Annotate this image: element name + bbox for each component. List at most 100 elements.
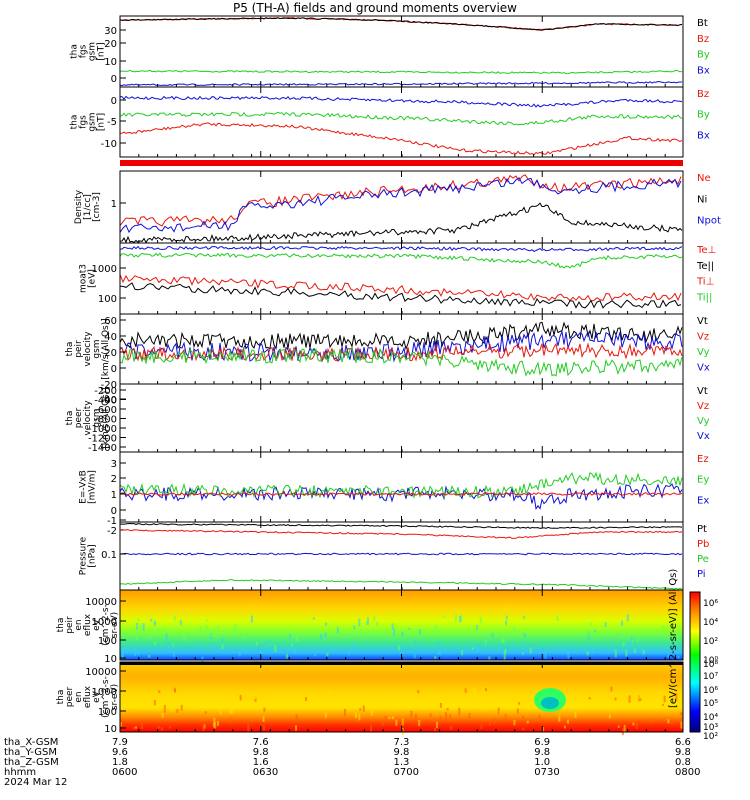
spectrogram-texture: [153, 640, 156, 646]
footer-value: 0730: [534, 767, 560, 778]
series-line-efield-2: [119, 492, 683, 496]
spectrogram-texture: [132, 727, 135, 730]
series-line-density-0: [119, 174, 682, 227]
spectrogram-texture: [220, 697, 223, 705]
footer-value: 6.6: [675, 737, 691, 748]
spectrogram-texture: [370, 710, 373, 716]
colorbar: [689, 591, 701, 733]
footer-row-name: tha_Z-GSM: [4, 757, 59, 768]
spectrogram-texture: [344, 708, 346, 716]
spectrogram-texture: [638, 694, 641, 700]
legend-entry: Bz: [697, 34, 709, 45]
footer-row-name: hhmm: [4, 767, 37, 778]
spectrogram-texture: [503, 652, 506, 660]
spectrogram-texture: [295, 714, 298, 721]
spectrogram-texture: [667, 719, 670, 724]
spectrogram-texture: [242, 633, 245, 639]
spectrogram-texture: [370, 724, 373, 733]
spectrogram-texture: [479, 617, 482, 624]
spectrogram-texture: [529, 647, 532, 654]
spectrogram-texture: [204, 711, 207, 714]
footer-value: 0800: [675, 767, 701, 778]
spectrogram-texture: [136, 632, 139, 640]
y-axis-label: [nT]: [97, 113, 107, 131]
spectrogram-texture: [378, 700, 381, 708]
colorbar-label: [eV/(cm^2-s-sr-eV)] (All Qs): [668, 568, 679, 708]
spectrogram-texture: [135, 726, 137, 729]
y-tick-label: -1000: [88, 424, 117, 435]
spectrogram-texture: [121, 654, 124, 659]
spectrogram-texture: [574, 711, 577, 718]
legend-entry: Bt: [697, 18, 708, 29]
y-axis-label: eV: [92, 618, 102, 631]
panel-peir_vel: 60 40 20 0 -20 -40 tha peir velocity gsm [km/s(All…: [65, 313, 710, 406]
spectrogram-texture: [192, 696, 195, 704]
spectrogram-texture: [440, 632, 443, 636]
spectrogram-texture: [212, 723, 215, 728]
spectrogram-texture: [347, 651, 350, 656]
spectrogram-texture: [206, 619, 209, 622]
spectrogram-texture: [176, 709, 179, 713]
spectrogram-texture: [635, 723, 638, 729]
y-tick-label: -1200: [88, 434, 117, 445]
spectrogram-texture: [383, 632, 386, 639]
spectrogram-texture: [639, 698, 642, 702]
spectrogram-texture: [180, 704, 183, 711]
spectrogram-texture: [251, 702, 254, 706]
spectrogram-texture: [336, 627, 339, 634]
spectrogram-texture: [480, 724, 483, 729]
spectrogram-texture: [353, 625, 356, 630]
y-tick-label: -5: [107, 117, 117, 128]
spectrogram-texture: [359, 629, 362, 636]
spectrogram-texture: [481, 705, 484, 711]
spectrogram-texture: [502, 637, 505, 643]
legend-entry: Bz: [697, 89, 709, 100]
spectrogram-texture: [538, 714, 541, 719]
spectrogram-texture: [497, 707, 500, 714]
colorbar-tick-label: 10⁶: [703, 599, 718, 609]
spectrogram-texture: [253, 694, 256, 699]
footer-value: 0700: [393, 767, 419, 778]
footer-value: 9.8: [534, 747, 551, 758]
spectrogram-texture: [675, 693, 678, 702]
spectrogram-texture: [680, 721, 683, 729]
y-tick-label: 0: [111, 506, 117, 517]
y-tick-label: 20: [104, 348, 117, 359]
spectrogram-texture: [165, 633, 168, 640]
y-axis-label: [1/cc]: [83, 194, 93, 220]
spectrogram-texture: [511, 643, 514, 649]
spectrogram-texture: [354, 712, 357, 719]
spectrogram-texture: [523, 633, 526, 638]
legend-entry: Bx: [697, 65, 710, 76]
spectrogram-texture: [501, 639, 504, 643]
y-tick-label: 60: [104, 316, 117, 327]
spectrogram-texture: [522, 641, 525, 645]
spectrogram-texture: [651, 719, 654, 724]
spectrogram-texture: [417, 690, 420, 694]
spectrogram-texture: [325, 622, 328, 626]
spectrogram-texture: [395, 719, 398, 726]
spectrogram-texture: [262, 716, 265, 722]
y-tick-label: -600: [94, 405, 117, 416]
panel-frame: [119, 313, 684, 385]
spectrogram-texture: [437, 647, 440, 655]
y-tick-label: 1000: [92, 264, 117, 275]
spectrogram-texture: [439, 650, 442, 655]
y-axis-label: [cm-3]: [92, 192, 102, 222]
spectrogram-texture: [434, 625, 437, 630]
spectrogram-texture: [614, 697, 617, 701]
y-axis-label: eflux: [83, 613, 93, 636]
spectrogram-texture: [202, 725, 205, 732]
spectrogram-texture: [627, 641, 630, 649]
legend-entry: Vx: [697, 431, 710, 442]
colorbar-tick-label: 10⁰: [703, 656, 718, 666]
spectrogram-texture: [221, 644, 224, 650]
spectrogram-texture: [436, 721, 438, 729]
spectrogram-texture: [429, 713, 432, 718]
legend-entry: By: [697, 50, 710, 61]
spectrogram-texture: [365, 621, 368, 626]
y-tick-label: 10000: [85, 597, 117, 608]
y-tick-label: -10: [101, 139, 117, 150]
spectrogram-texture: [488, 720, 491, 726]
spectrogram-texture: [418, 720, 421, 727]
